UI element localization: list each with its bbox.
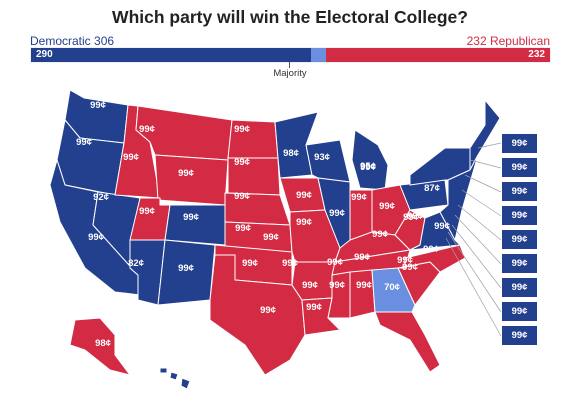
state-alabama[interactable] — [349, 269, 376, 319]
state-price-label: 99¢ — [296, 190, 313, 201]
state-north-carolina[interactable] — [397, 244, 466, 273]
state-texas[interactable] — [209, 254, 306, 376]
state-price-label: 99¢ — [234, 191, 251, 202]
state-price-label: 99¢ — [235, 223, 252, 234]
republican-bar-segment: 232 — [326, 48, 550, 62]
state-price-label: 99¢ — [88, 232, 105, 243]
state-price-label: 99¢ — [123, 152, 140, 163]
state-michigan[interactable] — [351, 129, 389, 191]
state-price-label: 99¢ — [234, 157, 251, 168]
northeast-state-box[interactable]: 99¢ — [501, 253, 538, 274]
state-alaska[interactable] — [69, 317, 131, 376]
state-price-label: 82¢ — [128, 258, 145, 269]
state-price-label: 98¢ — [283, 148, 300, 159]
democratic-bar-value: 290 — [36, 49, 53, 60]
state-hawaii-3[interactable] — [180, 377, 191, 390]
state-price-label: 99¢ — [183, 212, 200, 223]
state-price-label: 99¢ — [407, 211, 424, 222]
state-price-label: 99¢ — [397, 340, 414, 351]
state-price-label: 98¢ — [95, 338, 112, 349]
state-hawaii-1[interactable] — [159, 367, 168, 374]
state-price-label: 99¢ — [403, 212, 420, 223]
state-florida[interactable] — [374, 311, 441, 373]
state-price-label: 99¢ — [306, 302, 323, 313]
northeast-state-box[interactable]: 99¢ — [501, 181, 538, 202]
northeast-state-box[interactable]: 99¢ — [501, 277, 538, 298]
state-colorado[interactable] — [164, 204, 226, 246]
state-price-label: 99¢ — [372, 229, 389, 240]
state-price-label: 99¢ — [351, 192, 368, 203]
box-leader-lines — [445, 142, 502, 337]
state-price-label: 99¢ — [327, 257, 344, 268]
state-price-label: 99¢ — [354, 252, 371, 263]
state-price-label: 99¢ — [260, 305, 277, 316]
state-price-label: 99¢ — [178, 168, 195, 179]
page-title: Which party will win the Electoral Colle… — [112, 7, 468, 27]
state-georgia[interactable] — [371, 267, 416, 313]
republican-legend: 232 Republican — [466, 34, 550, 48]
northeast-state-box[interactable]: 99¢ — [501, 301, 538, 322]
state-price-label: 99¢ — [329, 208, 346, 219]
state-price-label: 99¢ — [76, 137, 93, 148]
state-mississippi[interactable] — [327, 271, 351, 319]
democratic-bar-segment: 290 — [31, 48, 311, 62]
state-price-label: 99¢ — [434, 221, 451, 232]
state-price-label: 99¢ — [139, 206, 156, 217]
state-new-england[interactable] — [469, 99, 501, 171]
state-price-label: 93¢ — [314, 152, 331, 163]
state-louisiana[interactable] — [301, 297, 341, 336]
state-price-label: 70¢ — [384, 282, 401, 293]
state-price-label: 99¢ — [263, 232, 280, 243]
tossup-bar-segment — [310, 48, 327, 62]
state-mid-atlantic[interactable] — [439, 154, 479, 241]
state-hawaii-2[interactable] — [169, 371, 179, 381]
state-price-label: 99¢ — [360, 162, 377, 173]
state-price-label: 99¢ — [296, 217, 313, 228]
state-price-label: 99¢ — [402, 262, 419, 273]
majority-marker — [289, 62, 290, 68]
state-price-label: 90¢ — [423, 244, 440, 255]
republican-bar-value: 232 — [528, 49, 545, 60]
state-wyoming[interactable] — [154, 154, 229, 206]
state-price-label: 99¢ — [90, 100, 107, 111]
state-price-label: 99¢ — [302, 280, 319, 291]
state-price-label: 99¢ — [234, 124, 251, 135]
state-price-label: 87¢ — [424, 183, 441, 194]
state-price-label: 99¢ — [178, 263, 195, 274]
northeast-state-box[interactable]: 99¢ — [501, 157, 538, 178]
majority-label: Majority — [273, 68, 307, 79]
democratic-legend: Democratic 306 — [30, 34, 115, 48]
state-price-label: 95¢ — [360, 161, 377, 172]
state-price-label: 92¢ — [93, 192, 110, 203]
state-price-label: 99¢ — [282, 258, 299, 269]
state-price-label: 99¢ — [356, 280, 373, 291]
northeast-state-box[interactable]: 99¢ — [501, 325, 538, 346]
state-price-label: 99¢ — [329, 280, 346, 291]
northeast-state-box[interactable]: 99¢ — [501, 205, 538, 226]
state-price-label: 99¢ — [139, 124, 156, 135]
electoral-vote-bar: 290 232 — [30, 47, 551, 63]
state-price-label: 99¢ — [242, 258, 259, 269]
state-price-label: 99¢ — [379, 201, 396, 212]
northeast-state-box[interactable]: 99¢ — [501, 133, 538, 154]
northeast-state-box[interactable]: 99¢ — [501, 229, 538, 250]
state-price-label: 99¢ — [397, 255, 414, 266]
